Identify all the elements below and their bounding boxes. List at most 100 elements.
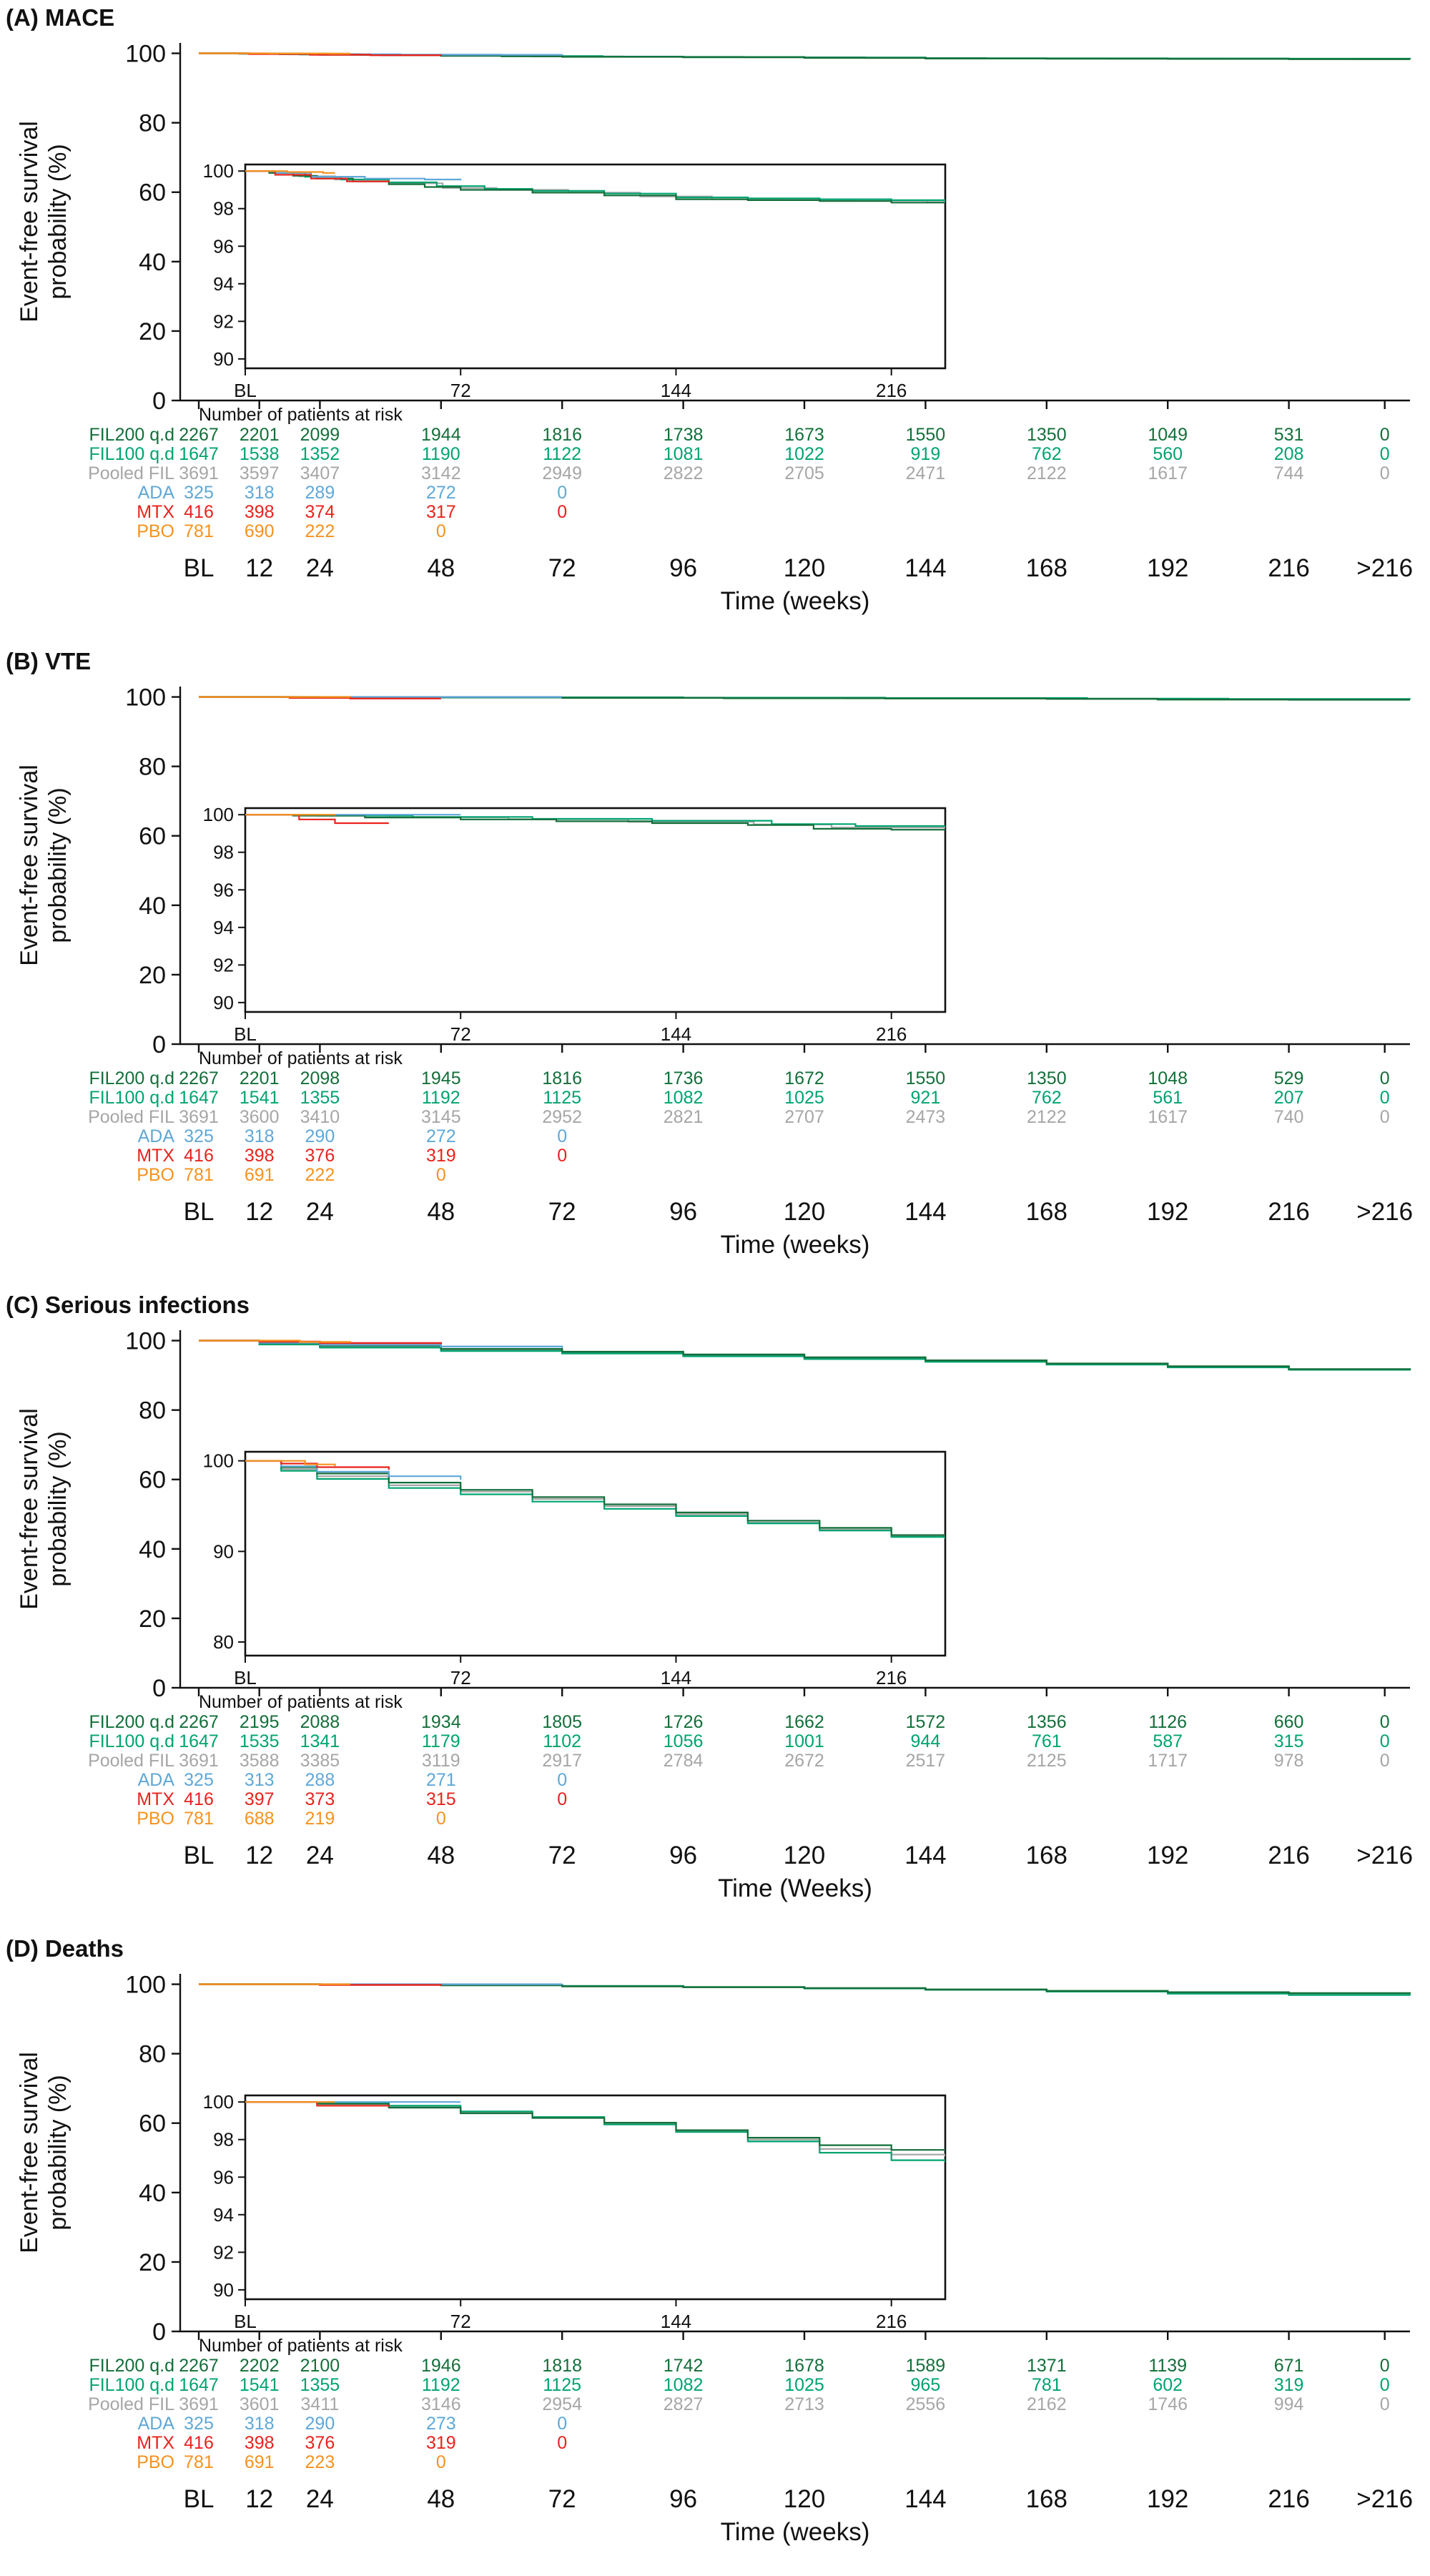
inset-y-tick-label: 90 [213, 992, 234, 1013]
risk-value: 1082 [664, 1088, 704, 1108]
risk-value: 1647 [179, 2375, 219, 2395]
y-tick-label: 100 [125, 41, 166, 68]
x-tick-label: 120 [784, 1842, 825, 1869]
y-tick-label: 20 [139, 962, 166, 989]
y-tick-label: 80 [139, 110, 166, 137]
x-tick-label: 12 [245, 1198, 273, 1226]
inset-y-tick-label: 92 [213, 954, 234, 975]
risk-value: 272 [426, 483, 456, 503]
risk-value: 1934 [421, 1712, 461, 1732]
risk-row-mtx: MTX 416 398 374 317 0 [137, 502, 567, 522]
risk-row-pbo: PBO 781 690 222 0 [137, 521, 446, 541]
risk-value: 1662 [784, 1712, 824, 1732]
x-tick-label: 144 [904, 2485, 946, 2513]
panel-B: (B) VTE Event-free survival probability (%… [0, 644, 1430, 1287]
risk-value: 0 [557, 1770, 567, 1790]
x-tick-label: 120 [784, 554, 825, 582]
x-tick-label: BL [184, 554, 214, 582]
risk-value: 3588 [240, 1751, 280, 1771]
risk-value: 671 [1274, 2356, 1304, 2376]
x-tick-label: 72 [548, 1198, 576, 1226]
x-tick-label: 216 [1268, 554, 1309, 582]
x-tick-label: 120 [784, 1198, 825, 1226]
risk-row-label: Pooled FIL [88, 1751, 174, 1771]
risk-value: 2088 [300, 1712, 340, 1732]
x-axis-title: Time (weeks) [721, 1231, 870, 1259]
risk-value: 1122 [543, 444, 581, 464]
risk-row-label: PBO [137, 1809, 174, 1829]
x-tick-label: BL [184, 2485, 214, 2513]
risk-value: 3146 [421, 2394, 461, 2414]
risk-row-ada: ADA 325 318 289 272 0 [138, 483, 568, 503]
inset-curves [245, 2101, 945, 2163]
x-tick-label: BL [184, 1198, 214, 1226]
km-curve-inset-fil200-q-d [245, 170, 945, 204]
km-curve-inset-fil200-q-d [245, 814, 945, 831]
risk-value: 1726 [664, 1712, 704, 1732]
risk-row-label: MTX [137, 1789, 174, 1809]
risk-row-fil200-q-d: FIL200 q.d 2267 2201 2099 1944 1816 1738 1673 15… [89, 425, 1389, 445]
risk-row-pooled-fil: Pooled FIL 3691 3600 3410 3145 2952 2821 2707 24… [88, 1107, 1390, 1127]
risk-value: 0 [1380, 1712, 1390, 1732]
main-curves [199, 52, 1411, 60]
risk-value: 1192 [422, 1088, 460, 1108]
risk-row-label: ADA [138, 1770, 175, 1790]
inset-x-tick-label: 216 [876, 380, 907, 401]
inset-box [244, 1450, 947, 1657]
risk-row-pbo: PBO 781 688 219 0 [137, 1809, 446, 1829]
main-curves [199, 1983, 1411, 1996]
risk-value: 1816 [542, 1068, 582, 1088]
risk-value: 325 [184, 1770, 214, 1790]
inset-curves [245, 814, 945, 831]
risk-value: 315 [1274, 1731, 1304, 1751]
risk-row-mtx: MTX 416 398 376 319 0 [137, 1146, 567, 1166]
y-tick-label: 40 [139, 249, 166, 276]
inset-x-tick-label: 72 [450, 2311, 471, 2332]
risk-value: 1022 [784, 444, 824, 464]
risk-value: 0 [1380, 1731, 1390, 1751]
inset-x-tick-label: 72 [450, 1023, 471, 1045]
inset-x-tick-label: 144 [661, 1667, 691, 1688]
risk-value: 2827 [664, 2394, 704, 2414]
x-tick-label: >216 [1356, 1198, 1413, 1226]
risk-value: 3600 [240, 1107, 280, 1127]
risk-value: 0 [557, 483, 567, 503]
risk-value: 1341 [300, 1731, 340, 1751]
y-axis-title-line1: Event-free survival [16, 121, 43, 323]
y-tick-label: 60 [139, 1467, 166, 1494]
risk-value: 2267 [179, 1068, 219, 1088]
risk-value: 1371 [1027, 2356, 1067, 2376]
risk-table-title: Number of patients at risk [199, 2336, 403, 2356]
risk-value: 2162 [1027, 2394, 1067, 2414]
risk-value: 1944 [421, 425, 461, 445]
risk-value: 0 [557, 1146, 567, 1166]
main-curves [199, 696, 1411, 701]
main-curves [199, 1339, 1411, 1371]
risk-value: 208 [1274, 444, 1304, 464]
risk-value: 319 [426, 1146, 456, 1166]
risk-value: 416 [184, 2433, 214, 2453]
risk-value: 398 [245, 2433, 275, 2453]
risk-value: 2784 [664, 1751, 704, 1771]
risk-value: 1352 [300, 444, 340, 464]
x-tick-label: 216 [1268, 1842, 1309, 1869]
x-tick-label: 192 [1147, 1842, 1188, 1869]
risk-value: 273 [426, 2414, 456, 2434]
risk-value: 1125 [543, 2375, 581, 2395]
x-tick-label: 72 [548, 2485, 576, 2513]
risk-value: 1672 [784, 1068, 824, 1088]
risk-value: 222 [305, 1165, 335, 1185]
y-axis-title-line1: Event-free survival [16, 765, 43, 966]
risk-value: 317 [426, 502, 456, 522]
risk-row-fil200-q-d: FIL200 q.d 2267 2201 2098 1945 1816 1736 1672 15… [89, 1068, 1389, 1088]
risk-value: 0 [557, 2433, 567, 2453]
risk-value: 272 [426, 1126, 456, 1146]
x-axis-labels: BL 12 24 48 72 96 120 144 168 192 216 >216 [184, 2485, 1414, 2513]
inset-y-tick-label: 92 [213, 2241, 234, 2263]
risk-value: 2125 [1027, 1751, 1067, 1771]
risk-table-title: Number of patients at risk [199, 1048, 403, 1068]
risk-value: 271 [426, 1770, 456, 1790]
x-tick-label: 168 [1026, 1842, 1067, 1869]
inset-y-tick-label: 96 [213, 2166, 234, 2188]
risk-value: 3407 [300, 463, 340, 483]
